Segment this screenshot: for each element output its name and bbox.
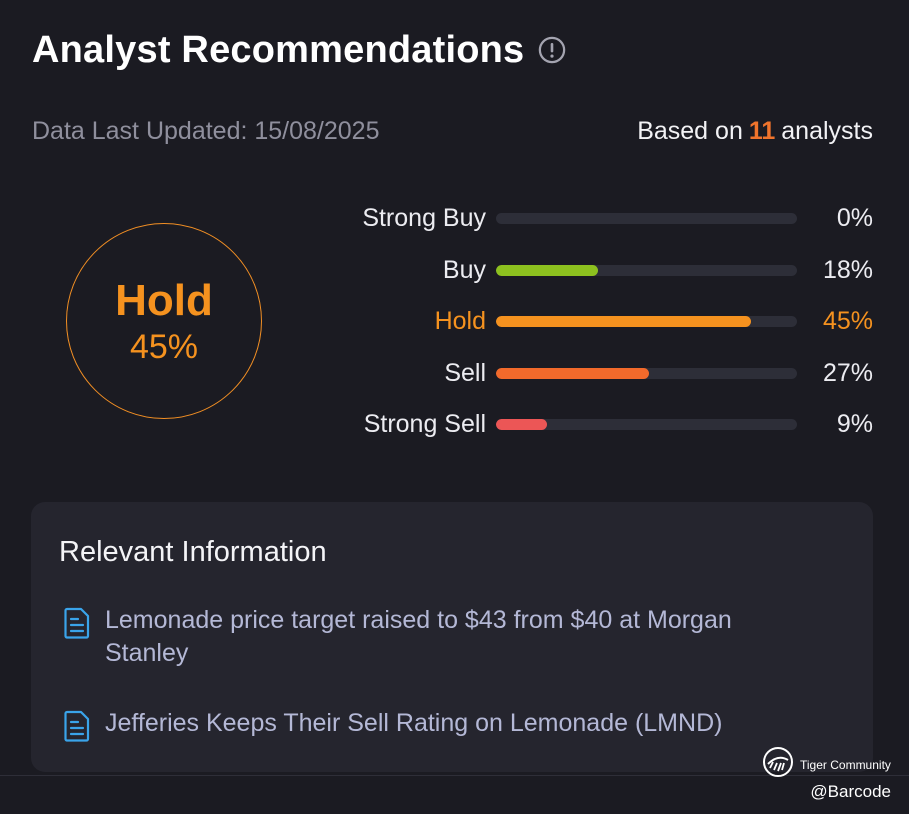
info-circle-icon[interactable] [538,36,566,64]
rating-bar-fill [496,367,649,379]
rating-row-hold: Hold 45% [340,306,873,336]
rating-bar-track [496,212,797,224]
rating-bar-track [496,418,797,430]
rating-percent: 18% [822,255,873,284]
rating-bar-track [496,264,797,276]
document-icon [63,607,93,639]
title-row: Analyst Recommendations [32,26,566,74]
rating-bar-fill [496,264,598,276]
tiger-logo-icon [762,746,794,783]
news-item[interactable]: Lemonade price target raised to $43 from… [63,604,785,670]
based-on-suffix: analysts [781,117,873,145]
rating-label: Strong Sell [363,409,486,438]
rating-percent: 45% [822,306,873,335]
rating-bar-fill [496,315,751,327]
watermark: Tiger Community [762,746,891,783]
rating-row-sell: Sell 27% [340,358,873,388]
rating-percent: 9% [836,409,873,438]
document-icon [63,710,93,742]
analyst-count-text: Based on 11 analysts [637,117,873,146]
rating-label: Buy [442,255,486,284]
analyst-count: 11 [748,117,776,145]
consensus-label: Hold [115,275,213,325]
rating-label: Sell [444,358,486,387]
consensus-circle: Hold 45% [66,223,262,419]
rating-label: Hold [434,306,486,335]
rating-row-buy: Buy 18% [340,255,873,285]
page-title: Analyst Recommendations [32,28,525,71]
based-on-prefix: Based on [637,117,743,145]
consensus-percent: 45% [129,327,199,366]
news-headline: Jefferies Keeps Their Sell Rating on Lem… [105,709,723,737]
watermark-handle: @Barcode [810,782,891,801]
news-headline: Lemonade price target raised to $43 from… [105,606,732,667]
last-updated-text: Data Last Updated: 15/08/2025 [32,117,380,145]
rating-bar-track [496,315,797,327]
rating-row-strong-sell: Strong Sell 9% [340,409,873,439]
news-item[interactable]: Jefferies Keeps Their Sell Rating on Lem… [63,707,785,742]
rating-percent: 0% [836,203,873,232]
rating-bar-fill [496,418,547,430]
rating-percent: 27% [822,358,873,387]
rating-label: Strong Buy [362,203,486,232]
rating-row-strong-buy: Strong Buy 0% [340,203,873,233]
rating-bar-track [496,367,797,379]
panel-title: Relevant Information [59,536,327,568]
divider [0,775,909,776]
watermark-text: Tiger Community [800,757,891,772]
relevant-information-panel: Relevant Information Lemonade price targ… [31,502,873,772]
